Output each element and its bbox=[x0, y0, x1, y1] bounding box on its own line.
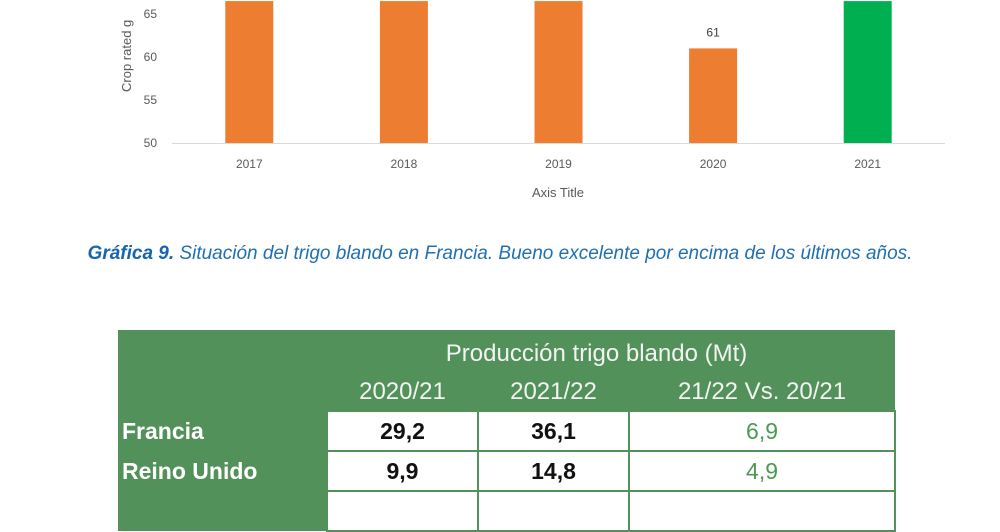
y-tick-label: 60 bbox=[144, 50, 158, 64]
y-axis-title: Crop rated g bbox=[119, 20, 134, 92]
value-cell: 29,2 bbox=[326, 410, 479, 452]
country-cell: Reino Unido bbox=[118, 451, 327, 491]
table-header-2021-22: 2021/22 bbox=[478, 378, 629, 411]
y-tick-label: 55 bbox=[144, 93, 158, 107]
x-tick-label: 2021 bbox=[854, 157, 881, 171]
production-table: Producción trigo blando (Mt) 2020/21 202… bbox=[118, 330, 897, 532]
caption-label: Gráfica 9. bbox=[87, 243, 175, 264]
chart-svg: 50 55 60 65 61 2017 2018 2019 2020 2021 Crop ra… bbox=[119, 1, 945, 200]
bar bbox=[843, 1, 892, 143]
value-cell bbox=[326, 490, 479, 532]
table-row bbox=[118, 490, 897, 532]
table-title: Producción trigo blando (Mt) bbox=[118, 330, 896, 378]
table-row: Reino Unido 9,9 14,8 4,9 bbox=[118, 450, 897, 492]
y-tick-label: 50 bbox=[144, 136, 158, 150]
y-tick-label: 65 bbox=[144, 7, 158, 21]
x-axis-ticks: 2017 2018 2019 2020 2021 bbox=[236, 157, 881, 171]
difference-cell bbox=[627, 490, 897, 532]
table-row: Francia 29,2 36,1 6,9 bbox=[118, 410, 897, 452]
data-label: 61 bbox=[706, 25, 720, 39]
value-cell bbox=[477, 490, 630, 532]
difference-cell: 4,9 bbox=[627, 450, 897, 492]
y-axis-ticks: 50 55 60 65 bbox=[144, 7, 158, 150]
bar bbox=[379, 1, 428, 143]
difference-cell: 6,9 bbox=[627, 410, 897, 452]
value-cell: 36,1 bbox=[477, 410, 630, 452]
table-header-difference: 21/22 Vs. 20/21 bbox=[629, 378, 896, 411]
value-cell: 14,8 bbox=[477, 450, 630, 492]
x-tick-label: 2019 bbox=[545, 157, 572, 171]
table-header-2020-21: 2020/21 bbox=[327, 378, 478, 411]
x-tick-label: 2018 bbox=[391, 157, 418, 171]
bar bbox=[225, 1, 274, 143]
table-header-blank bbox=[118, 378, 327, 411]
bar-chart: 50 55 60 65 61 2017 2018 2019 2020 2021 Crop ra… bbox=[0, 0, 1000, 215]
bars: 61 bbox=[225, 1, 892, 143]
table-title-row: Producción trigo blando (Mt) bbox=[118, 330, 896, 378]
bar bbox=[534, 1, 583, 143]
bar bbox=[689, 48, 738, 143]
x-tick-label: 2017 bbox=[236, 157, 263, 171]
chart-caption: Gráfica 9. Situación del trigo blando en… bbox=[0, 240, 1000, 268]
value-cell: 9,9 bbox=[326, 450, 479, 492]
x-tick-label: 2020 bbox=[700, 157, 727, 171]
country-cell: Francia bbox=[118, 411, 327, 451]
country-cell bbox=[118, 491, 327, 531]
caption-text: Situación del trigo blando en Francia. B… bbox=[174, 243, 913, 264]
x-axis-title: Axis Title bbox=[532, 185, 584, 200]
table-header-row: 2020/21 2021/22 21/22 Vs. 20/21 bbox=[118, 378, 896, 411]
